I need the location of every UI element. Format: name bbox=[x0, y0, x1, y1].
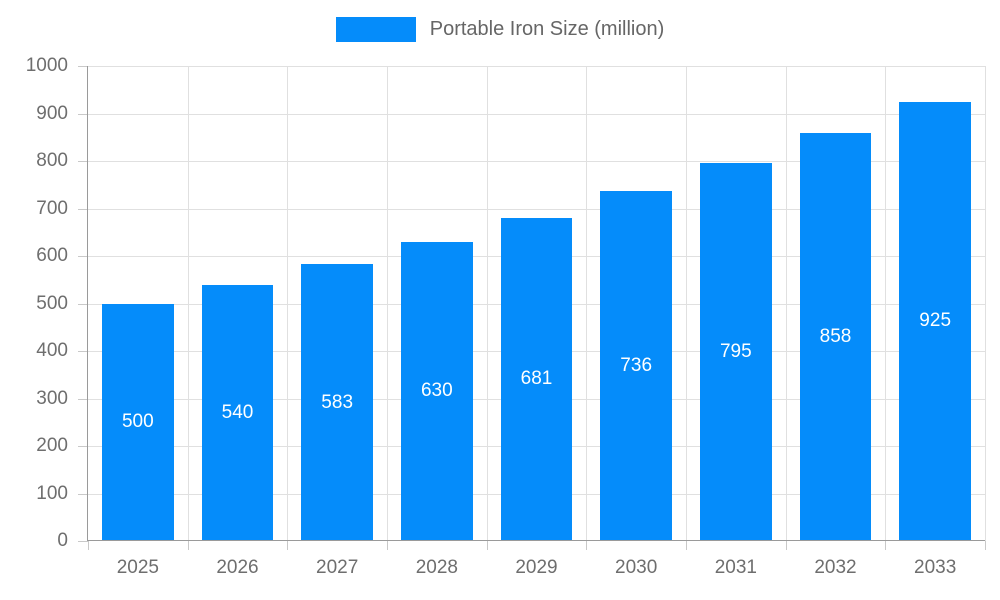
y-axis-label: 100 bbox=[36, 482, 68, 504]
bar-2027[interactable] bbox=[301, 264, 374, 541]
bar-2029[interactable] bbox=[500, 217, 573, 541]
x-axis-tick bbox=[88, 541, 89, 550]
y-gridline bbox=[88, 208, 985, 210]
plot-area: 0 100 200 300 400 500 600 700 800 900 1000 500 2025 5… bbox=[26, 56, 986, 578]
x-gridline bbox=[187, 66, 189, 541]
y-axis-label: 400 bbox=[36, 340, 68, 361]
x-axis-label: 2027 bbox=[316, 557, 359, 578]
x-axis-label: 2032 bbox=[814, 557, 857, 578]
legend-label: Portable Iron Size (million) bbox=[429, 17, 665, 40]
y-axis-label: 800 bbox=[36, 150, 68, 171]
x-gridline bbox=[387, 66, 388, 541]
y-axis-tick bbox=[78, 113, 88, 115]
y-axis-label: 600 bbox=[36, 245, 68, 266]
x-axis-label: 2029 bbox=[515, 557, 558, 578]
bar-2028[interactable] bbox=[400, 241, 473, 541]
legend-swatch-icon bbox=[335, 16, 416, 42]
x-axis-tick bbox=[486, 541, 488, 550]
x-gridline bbox=[287, 66, 289, 541]
x-axis-label: 2025 bbox=[116, 557, 159, 578]
x-axis-tick bbox=[586, 541, 588, 550]
y-axis-tick bbox=[78, 208, 88, 210]
y-gridline bbox=[88, 113, 985, 115]
y-axis-label: 200 bbox=[36, 435, 68, 456]
legend-item[interactable]: Portable Iron Size (million) bbox=[0, 15, 1000, 43]
x-gridline bbox=[785, 66, 787, 541]
y-axis-label: 300 bbox=[36, 387, 68, 409]
x-axis-tick bbox=[287, 541, 289, 550]
x-gridline bbox=[586, 66, 588, 541]
x-axis-label: 2030 bbox=[615, 557, 658, 578]
x-gridline bbox=[885, 66, 887, 541]
y-axis-tick bbox=[78, 351, 88, 352]
x-gridline bbox=[985, 66, 986, 541]
y-axis-tick bbox=[78, 66, 88, 67]
x-axis-tick bbox=[885, 541, 887, 550]
x-axis-tick bbox=[187, 541, 189, 550]
x-axis-label: 2028 bbox=[415, 557, 458, 578]
y-axis-line bbox=[87, 66, 88, 541]
y-axis-tick bbox=[78, 398, 88, 400]
bar-2030[interactable] bbox=[600, 191, 673, 541]
y-axis-tick bbox=[78, 446, 88, 447]
y-axis-label: 500 bbox=[36, 292, 68, 314]
y-axis-tick bbox=[78, 161, 88, 162]
y-gridline bbox=[88, 161, 985, 162]
x-axis-label: 2031 bbox=[714, 557, 757, 578]
x-axis-tick bbox=[985, 541, 986, 550]
y-axis-tick bbox=[78, 541, 88, 542]
x-axis-line bbox=[88, 540, 985, 541]
y-axis-tick bbox=[78, 493, 88, 495]
y-axis-label: 0 bbox=[57, 530, 68, 551]
y-axis-tick bbox=[78, 303, 88, 305]
x-axis-tick bbox=[686, 541, 687, 550]
bar-2033[interactable] bbox=[899, 101, 972, 541]
x-gridline bbox=[686, 66, 687, 541]
bar-2032[interactable] bbox=[799, 133, 872, 541]
y-axis-label: 700 bbox=[36, 197, 68, 219]
bar-2031[interactable] bbox=[699, 163, 772, 541]
y-axis-label: 1000 bbox=[25, 55, 68, 76]
y-axis-label: 900 bbox=[36, 102, 68, 124]
x-axis-tick bbox=[387, 541, 388, 550]
x-axis-tick bbox=[785, 541, 787, 550]
x-axis-label: 2026 bbox=[216, 557, 259, 578]
bar-2026[interactable] bbox=[201, 284, 274, 541]
bar-2025[interactable] bbox=[101, 303, 174, 541]
x-gridline bbox=[486, 66, 488, 541]
y-gridline bbox=[88, 66, 985, 67]
x-axis-label: 2033 bbox=[914, 557, 957, 578]
y-axis-tick bbox=[78, 256, 88, 257]
